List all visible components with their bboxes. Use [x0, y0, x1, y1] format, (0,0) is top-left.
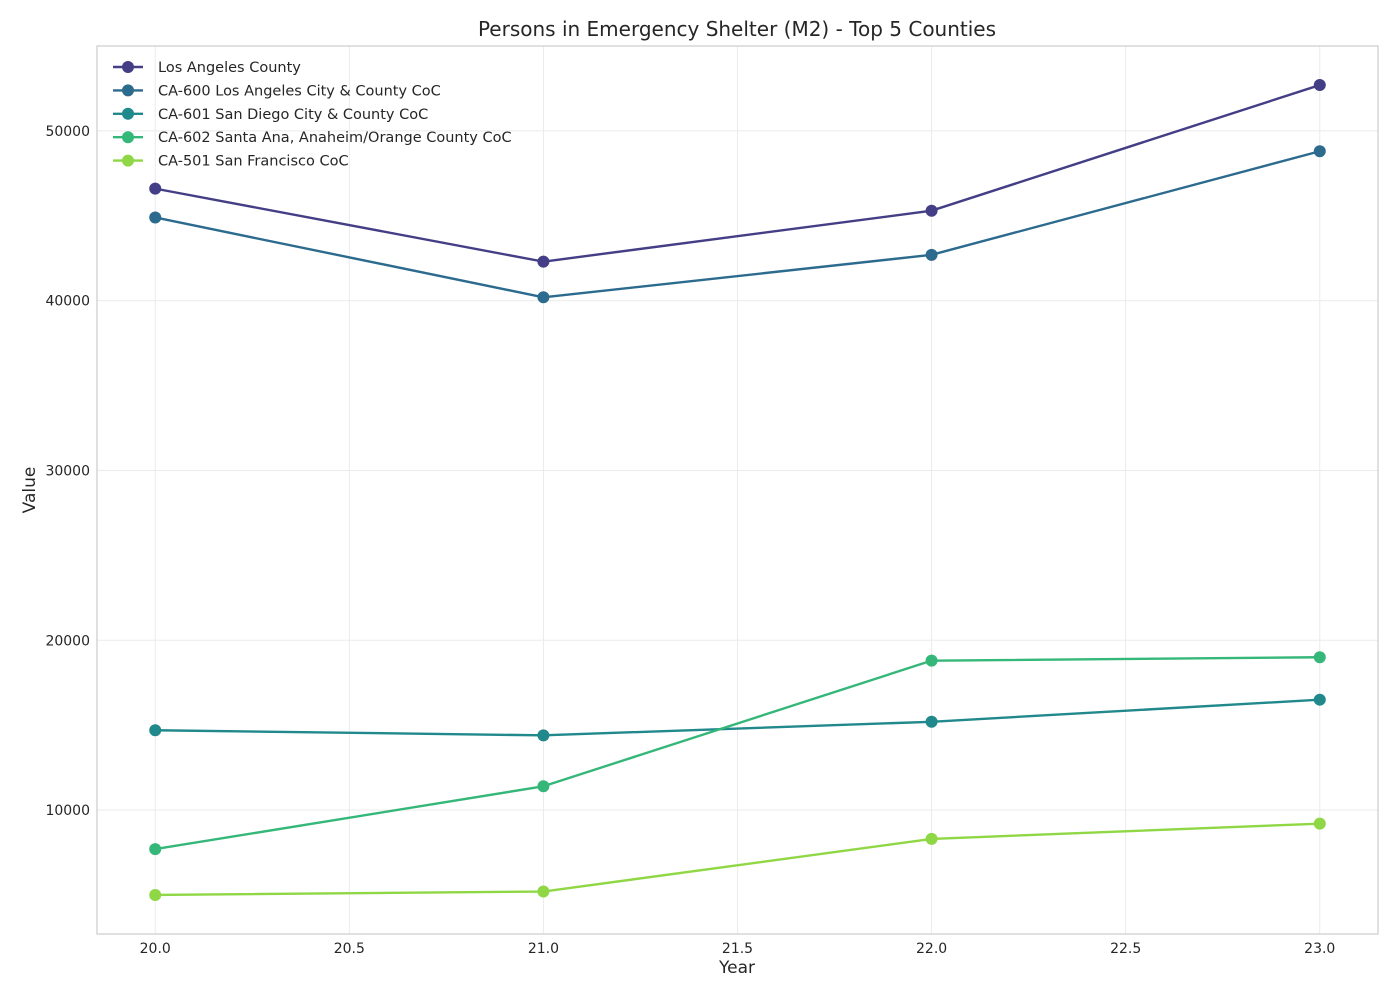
series-layer [149, 79, 1326, 901]
x-axis-label: Year [718, 958, 755, 978]
data-point [1313, 817, 1326, 830]
data-point [925, 832, 938, 845]
legend-item: CA-600 Los Angeles City & County CoC [113, 83, 441, 99]
data-point [149, 182, 162, 195]
grid [97, 46, 1378, 934]
data-point [925, 248, 938, 261]
series-line [154, 822, 1321, 897]
chart-title: Persons in Emergency Shelter (M2) - Top … [478, 17, 996, 41]
series-line [154, 698, 1321, 737]
legend: Los Angeles County CA-600 Los Angeles Cit… [113, 60, 512, 170]
series-2 [149, 145, 1326, 304]
y-axis-label: Value [20, 467, 40, 514]
series-4 [149, 651, 1326, 856]
data-point [537, 729, 550, 742]
x-tick-label: 22.5 [1110, 941, 1141, 957]
x-tick-label: 22.0 [916, 941, 947, 957]
legend-swatch-marker [122, 107, 134, 120]
x-tick-label: 23.0 [1304, 941, 1335, 957]
data-point [1313, 145, 1326, 158]
x-tick-label: 20.5 [334, 941, 365, 957]
legend-item: CA-501 San Francisco CoC [113, 154, 349, 170]
x-tick-label: 21.0 [528, 941, 559, 957]
x-tick-label: 20.0 [140, 941, 171, 957]
legend-label: Los Angeles County [158, 60, 301, 76]
legend-item: CA-602 Santa Ana, Anaheim/Orange County … [113, 130, 512, 146]
legend-item: Los Angeles County [113, 60, 301, 76]
data-point [1313, 693, 1326, 706]
data-point [149, 211, 162, 224]
data-point [537, 291, 550, 304]
series-line [154, 656, 1321, 851]
data-point [537, 885, 550, 898]
y-tick-label: 40000 [45, 294, 90, 310]
data-point [925, 204, 938, 217]
data-point [1313, 79, 1326, 92]
legend-swatch-marker [122, 154, 134, 167]
y-tick-label: 20000 [45, 633, 90, 649]
data-point [925, 654, 938, 667]
x-tick-label: 21.5 [722, 941, 753, 957]
series-5 [149, 817, 1326, 901]
y-tick-label: 10000 [45, 803, 90, 819]
data-point [537, 255, 550, 268]
y-tick-label: 50000 [45, 124, 90, 140]
legend-label: CA-602 Santa Ana, Anaheim/Orange County … [158, 130, 512, 146]
series-1 [149, 79, 1326, 268]
data-point [149, 843, 162, 856]
legend-swatch-marker [122, 84, 134, 97]
y-tick-label: 30000 [45, 463, 90, 479]
series-line [154, 150, 1321, 299]
data-point [1313, 651, 1326, 664]
legend-swatch-marker [122, 61, 134, 73]
data-point [149, 724, 162, 737]
legend-label: CA-601 San Diego City & County CoC [158, 107, 428, 123]
plot-frame [96, 45, 1379, 935]
legend-label: CA-600 Los Angeles City & County CoC [158, 83, 441, 99]
series-line [154, 83, 1321, 263]
legend-item: CA-601 San Diego City & County CoC [113, 107, 428, 123]
data-point [925, 715, 938, 728]
data-point [149, 888, 162, 901]
series-3 [149, 693, 1326, 742]
axis-ticks: 20.0 20.5 21.0 21.5 22.0 22.5 23.0 10000 20000 30… [45, 124, 1335, 957]
data-point [537, 780, 550, 793]
legend-label: CA-501 San Francisco CoC [158, 154, 349, 170]
legend-swatch-marker [122, 131, 134, 144]
